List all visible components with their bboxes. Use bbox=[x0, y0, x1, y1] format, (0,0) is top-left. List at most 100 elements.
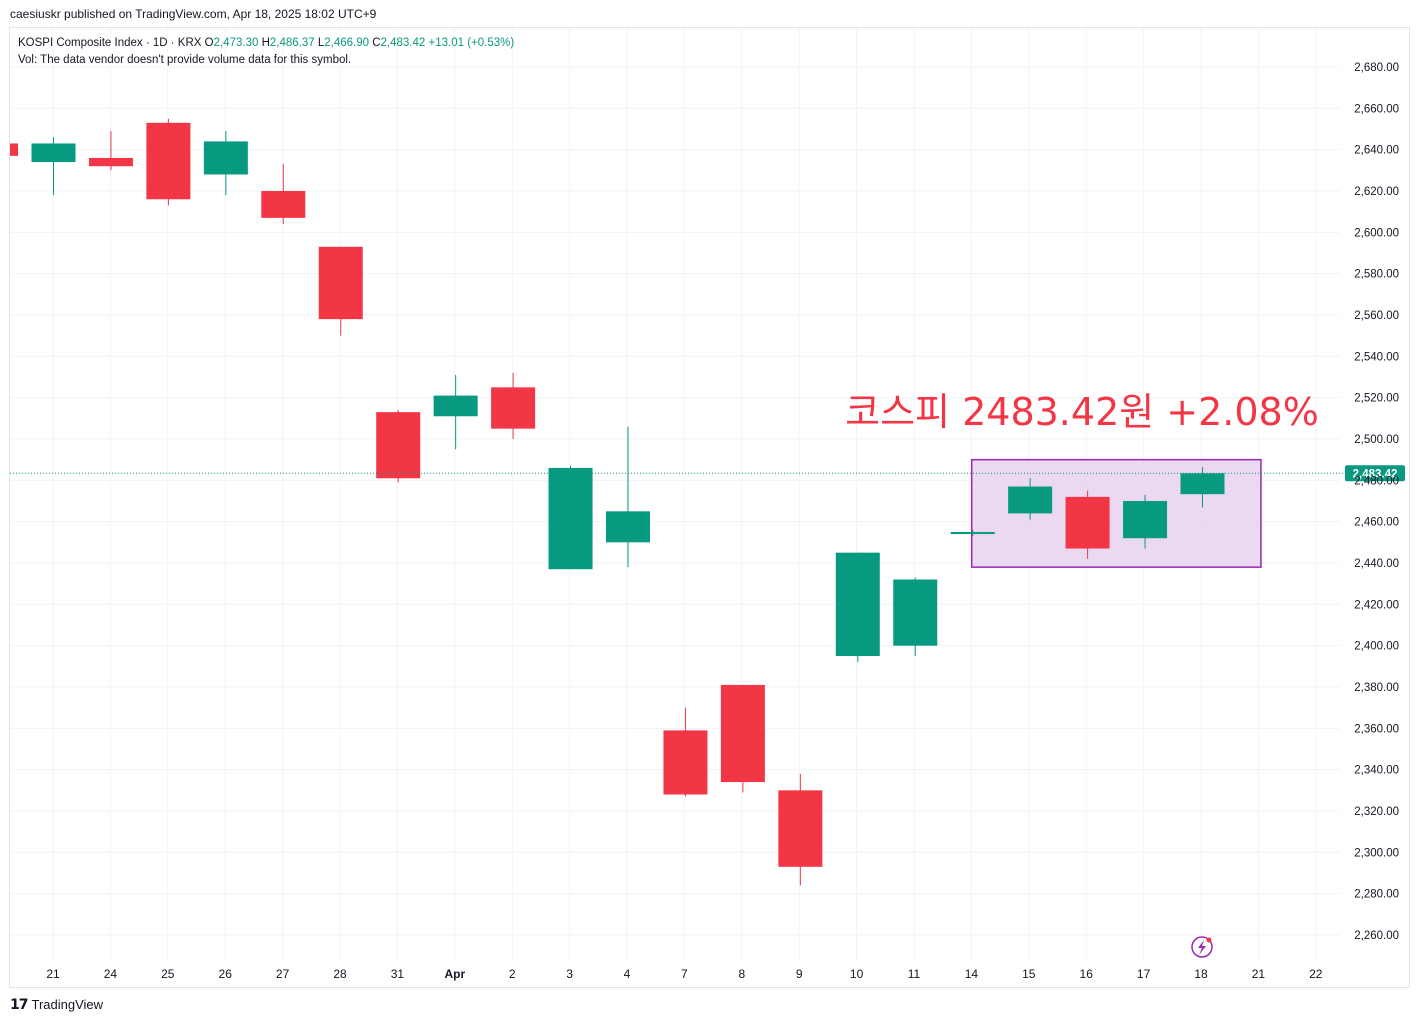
x-tick-label: 24 bbox=[104, 967, 118, 981]
y-tick-label: 2,260.00 bbox=[1354, 930, 1399, 942]
candle-apr-10 bbox=[835, 552, 880, 663]
candle-mar-26 bbox=[203, 131, 248, 196]
y-tick-label: 2,560.00 bbox=[1354, 310, 1399, 322]
candle-body bbox=[203, 141, 248, 175]
y-tick-label: 2,580.00 bbox=[1354, 269, 1399, 281]
low-value: 2,466.90 bbox=[324, 37, 370, 49]
chart-frame bbox=[9, 27, 1410, 988]
candle-body bbox=[31, 143, 76, 163]
x-tick-label: 15 bbox=[1022, 967, 1036, 981]
y-tick-label: 2,360.00 bbox=[1354, 723, 1399, 735]
y-tick-label: 2,520.00 bbox=[1354, 393, 1399, 405]
y-tick-label: 2,440.00 bbox=[1354, 558, 1399, 570]
x-tick-label: 21 bbox=[46, 967, 60, 981]
candle-mar-31 bbox=[376, 410, 421, 483]
x-tick-label: 9 bbox=[796, 967, 803, 981]
chart-annotation: 코스피 2483.42원 +2.08% bbox=[845, 390, 1319, 434]
y-tick-label: 2,680.00 bbox=[1354, 62, 1399, 74]
x-tick-label: 21 bbox=[1252, 967, 1266, 981]
candle-body bbox=[88, 157, 133, 167]
x-tick-label: 25 bbox=[161, 967, 175, 981]
x-tick-label: 22 bbox=[1309, 967, 1323, 981]
x-tick-label: 28 bbox=[333, 967, 347, 981]
candle-body bbox=[1008, 486, 1053, 514]
y-tick-label: 2,620.00 bbox=[1354, 186, 1399, 198]
ohlc-row: KOSPI Composite Index · 1D · KRX O2,473.… bbox=[18, 35, 514, 52]
x-tick-label: Apr bbox=[444, 967, 465, 981]
candle-body bbox=[835, 552, 880, 656]
symbol-label[interactable]: KOSPI Composite Index · 1D · KRX bbox=[18, 37, 202, 49]
last-price-badge bbox=[1345, 465, 1405, 482]
x-tick-label: 18 bbox=[1194, 967, 1208, 981]
candle-apr-17 bbox=[1123, 494, 1168, 549]
x-tick-label: 4 bbox=[624, 967, 631, 981]
published-by-line: caesiuskr published on TradingView.com, … bbox=[10, 7, 377, 21]
high-value: 2,486.37 bbox=[269, 37, 315, 49]
x-tick-label: 8 bbox=[738, 967, 745, 981]
last-price-label: 2,483.42 bbox=[1353, 468, 1398, 480]
low-label: L bbox=[317, 37, 325, 49]
candle-body bbox=[663, 730, 708, 795]
y-axis: 2,260.00 2,280.00 2,300.00 2,320.00 2,340.00… bbox=[1354, 62, 1399, 942]
candles-layer bbox=[10, 118, 1225, 886]
close-value: 2,483.42 bbox=[380, 37, 426, 49]
x-tick-label: 2 bbox=[509, 967, 516, 981]
candle-apr-4 bbox=[606, 426, 650, 568]
high-label: H bbox=[261, 37, 270, 49]
y-tick-label: 2,600.00 bbox=[1354, 227, 1399, 239]
candle-body bbox=[1065, 496, 1110, 549]
candle-apr-15 bbox=[1008, 478, 1053, 520]
footer-brand[interactable]: 𝟭𝟳 TradingView bbox=[10, 996, 103, 1013]
candle-body bbox=[261, 191, 306, 218]
candle-apr-14 bbox=[950, 529, 995, 537]
y-tick-label: 2,340.00 bbox=[1354, 765, 1399, 777]
candle-mar-25 bbox=[146, 118, 191, 206]
candle-body bbox=[376, 412, 421, 479]
y-tick-label: 2,480.00 bbox=[1354, 475, 1399, 487]
y-tick-label: 2,500.00 bbox=[1354, 434, 1399, 446]
candle-body bbox=[1123, 501, 1168, 539]
y-tick-label: 2,660.00 bbox=[1354, 103, 1399, 115]
close-label: C bbox=[372, 37, 381, 49]
y-tick-label: 2,320.00 bbox=[1354, 806, 1399, 818]
brand-name: TradingView bbox=[31, 997, 104, 1012]
candle-body bbox=[491, 387, 536, 429]
candle-apr-7 bbox=[663, 707, 708, 797]
price-line-layer: 2,483.42 bbox=[10, 465, 1405, 482]
candle-body bbox=[606, 511, 650, 543]
y-tick-label: 2,280.00 bbox=[1354, 889, 1399, 901]
candle-body bbox=[10, 143, 18, 156]
candle-mar-21 bbox=[31, 137, 76, 196]
y-tick-label: 2,420.00 bbox=[1354, 599, 1399, 611]
open-value: 2,473.30 bbox=[213, 37, 259, 49]
candle-apr-16 bbox=[1065, 490, 1110, 559]
candle-mar-20 bbox=[10, 143, 18, 156]
x-tick-label: 31 bbox=[391, 967, 405, 981]
chart-legend: KOSPI Composite Index · 1D · KRX O2,473.… bbox=[18, 35, 514, 69]
x-tick-label: 17 bbox=[1137, 967, 1151, 981]
y-tick-label: 2,300.00 bbox=[1354, 847, 1399, 859]
y-tick-label: 2,400.00 bbox=[1354, 641, 1399, 653]
candle-apr-1 bbox=[433, 374, 478, 450]
candle-apr-3 bbox=[548, 465, 593, 570]
candle-apr-8 bbox=[720, 684, 765, 793]
x-tick-label: 3 bbox=[566, 967, 573, 981]
candle-mar-24 bbox=[88, 131, 133, 171]
candle-apr-11 bbox=[893, 577, 938, 656]
candle-mar-28 bbox=[318, 246, 363, 336]
x-tick-label: 14 bbox=[965, 967, 979, 981]
x-tick-label: 10 bbox=[850, 967, 864, 981]
candle-apr-18 bbox=[1180, 467, 1225, 508]
candle-body bbox=[950, 532, 995, 535]
candle-body bbox=[778, 790, 823, 867]
candle-body bbox=[548, 467, 593, 570]
y-tick-label: 2,460.00 bbox=[1354, 517, 1399, 529]
candle-body bbox=[1180, 473, 1225, 495]
lightning-icon[interactable] bbox=[1191, 936, 1213, 958]
y-tick-label: 2,380.00 bbox=[1354, 682, 1399, 694]
candle-apr-9 bbox=[778, 773, 823, 886]
open-label: O bbox=[204, 37, 214, 49]
candle-body bbox=[720, 684, 765, 783]
volume-note: Vol: The data vendor doesn't provide vol… bbox=[18, 54, 352, 66]
